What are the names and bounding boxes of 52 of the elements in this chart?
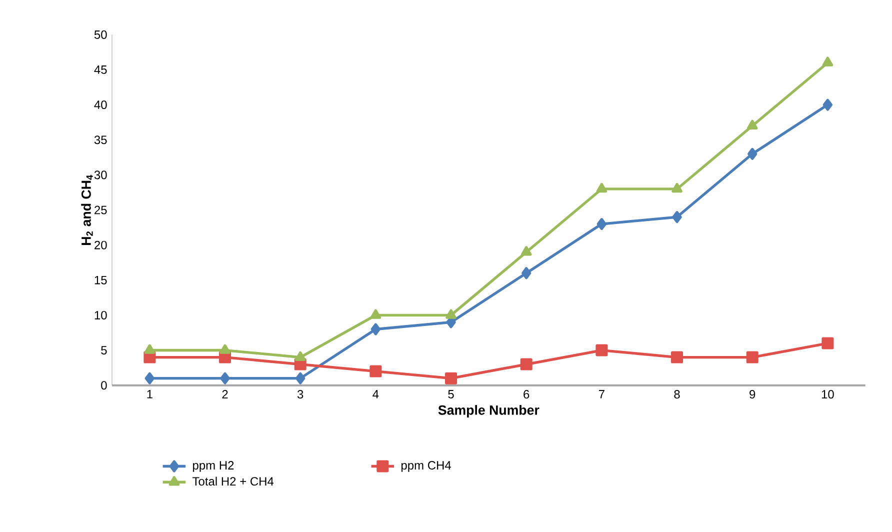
- x-tick-label: 4: [372, 390, 379, 398]
- x-tick-label: 5: [448, 390, 454, 398]
- point: [596, 182, 608, 193]
- point: [220, 372, 230, 384]
- point: [144, 372, 154, 384]
- point: [672, 182, 682, 193]
- point: [596, 344, 608, 356]
- point: [822, 337, 834, 350]
- point: [294, 351, 306, 361]
- y-tick-label: 50: [94, 30, 107, 39]
- point: [671, 351, 684, 364]
- legend-label: ppm H2: [193, 461, 234, 472]
- point: [220, 344, 230, 354]
- x-tick-label: 1: [147, 390, 152, 398]
- point: [822, 56, 834, 66]
- x-tick-label: 8: [674, 390, 680, 399]
- x-axis-title: Sample Number: [438, 405, 540, 418]
- point: [522, 267, 532, 280]
- y-tick-label: 5: [101, 346, 107, 354]
- y-tick-label: 20: [94, 240, 107, 250]
- y-tick-label: 30: [94, 170, 107, 180]
- x-tick-label: 9: [750, 390, 756, 399]
- x-tick-label: 10: [822, 390, 834, 399]
- x-tick-label: 3: [297, 390, 304, 399]
- point: [748, 148, 758, 160]
- point: [370, 309, 382, 319]
- point: [672, 211, 682, 224]
- legend-label: Total H2 + CH4: [192, 476, 274, 486]
- y-tick-label: 40: [94, 100, 107, 110]
- point: [296, 372, 306, 384]
- y-tick-label: 0: [101, 381, 107, 390]
- point: [144, 344, 156, 354]
- point: [596, 218, 607, 230]
- point: [822, 98, 833, 111]
- y-tick-label: 10: [94, 310, 107, 320]
- y-tick-label: 15: [94, 276, 107, 284]
- x-tick-label: 7: [598, 390, 604, 398]
- y-tick-label: 25: [94, 206, 107, 214]
- y-axis-title: H$_{2}$ and CH$_{4}$: [81, 174, 93, 245]
- y-tick-label: 45: [94, 66, 107, 74]
- point: [445, 372, 458, 384]
- point: [370, 365, 382, 378]
- point: [520, 358, 532, 370]
- x-tick-label: 2: [222, 390, 228, 398]
- point: [746, 120, 758, 130]
- point: [446, 309, 456, 319]
- point: [746, 351, 758, 364]
- y-tick-label: 35: [94, 136, 107, 144]
- x-tick-label: 6: [524, 390, 530, 399]
- point: [520, 246, 532, 256]
- legend-label: ppm CH4: [401, 461, 452, 472]
- point: [370, 323, 381, 336]
